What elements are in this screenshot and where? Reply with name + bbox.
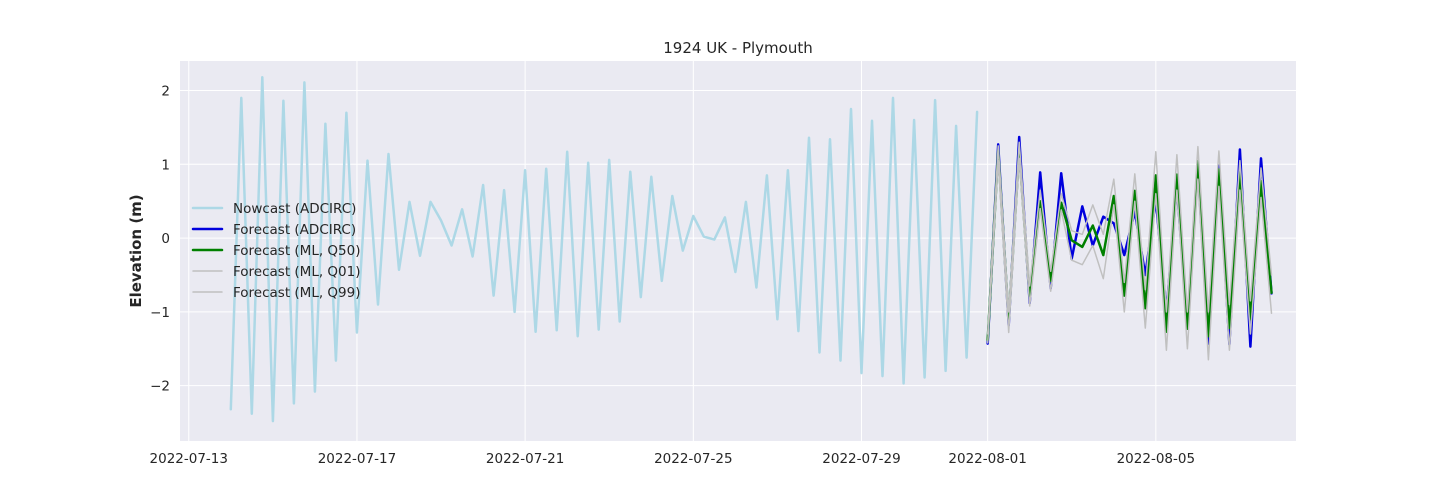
legend-label: Forecast (ML, Q99): [233, 285, 361, 301]
series-line: [986, 149, 1273, 342]
y-axis-title: Elevation (m): [127, 194, 145, 307]
x-tick-label: 2022-08-05: [1117, 451, 1195, 467]
legend-label: Forecast (ML, Q01): [233, 264, 361, 280]
legend-label: Nowcast (ADCIRC): [233, 201, 356, 217]
y-tick-label: −2: [150, 379, 170, 395]
series-line: [986, 141, 1273, 335]
legend: Nowcast (ADCIRC) Forecast (ADCIRC) Forecas…: [191, 201, 361, 301]
grid-lines: [180, 61, 1296, 441]
y-tick-label: 1: [161, 157, 170, 173]
series-line: [986, 157, 1273, 361]
x-tick-label: 2022-07-13: [150, 451, 228, 467]
legend-label: Forecast (ML, Q50): [233, 243, 361, 259]
series-line: [229, 75, 979, 423]
chart-title: 1924 UK - Plymouth: [663, 39, 812, 57]
x-tick-label: 2022-07-21: [486, 451, 564, 467]
x-tick-labels: 2022-07-13 2022-07-17 2022-07-21 2022-07-25…: [150, 451, 1196, 467]
x-tick-label: 2022-07-17: [318, 451, 396, 467]
y-tick-label: 2: [161, 84, 170, 100]
series-lines: [229, 75, 1273, 423]
x-tick-label: 2022-07-29: [822, 451, 900, 467]
y-tick-label: 0: [161, 231, 170, 247]
y-tick-labels: 2 1 0 −1 −2: [150, 84, 170, 395]
x-tick-label: 2022-08-01: [948, 451, 1026, 467]
x-tick-label: 2022-07-25: [654, 451, 732, 467]
y-tick-label: −1: [150, 305, 170, 321]
legend-label: Forecast (ADCIRC): [233, 222, 356, 238]
